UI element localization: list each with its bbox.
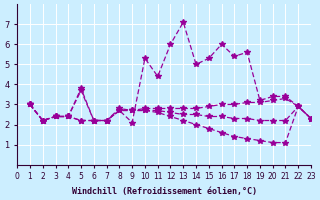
X-axis label: Windchill (Refroidissement éolien,°C): Windchill (Refroidissement éolien,°C): [72, 187, 257, 196]
